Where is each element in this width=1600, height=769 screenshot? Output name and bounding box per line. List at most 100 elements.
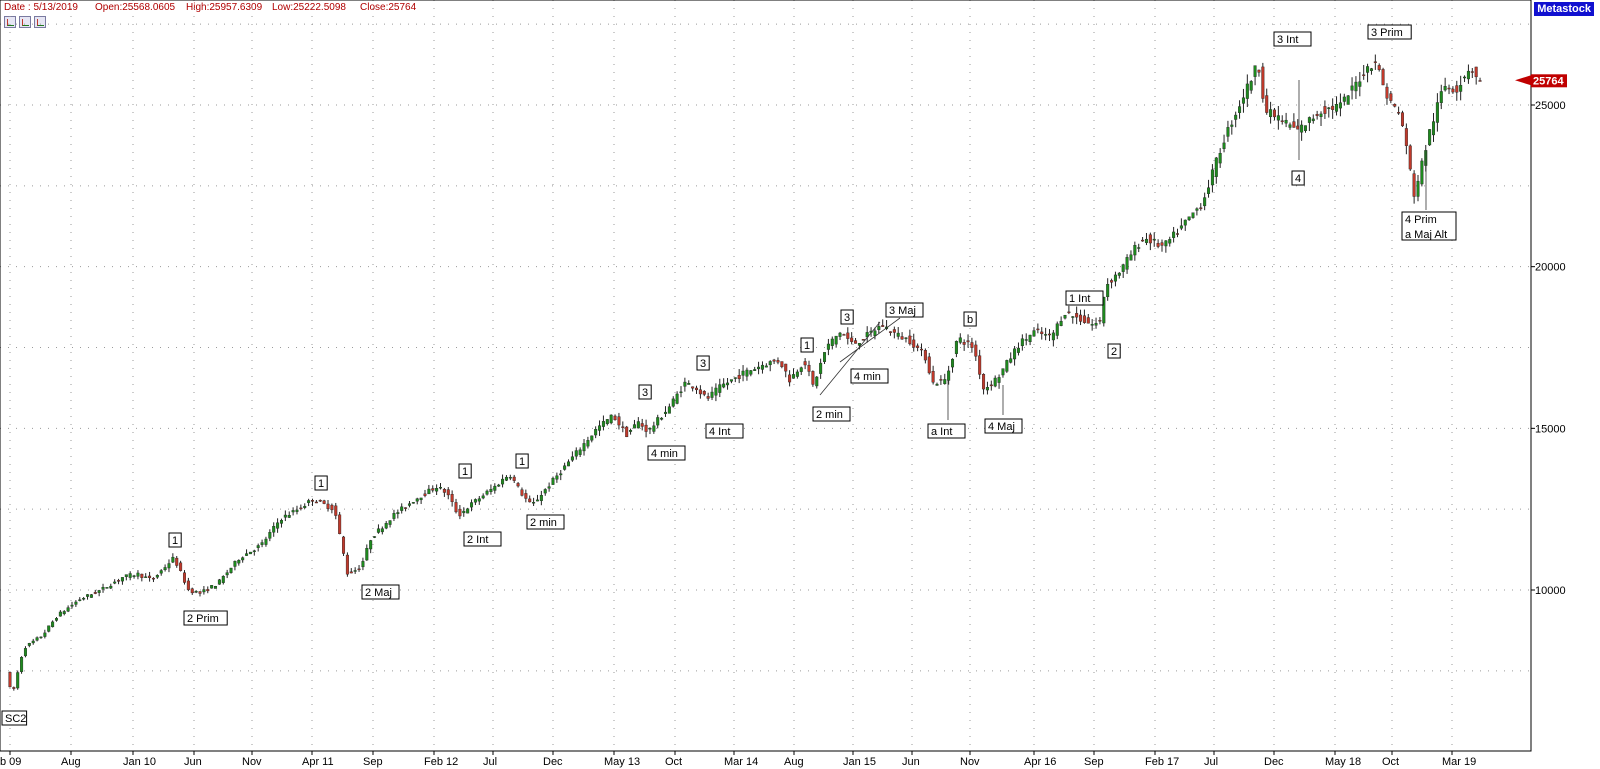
candle-body xyxy=(714,387,718,396)
candle-body xyxy=(1230,124,1234,127)
candle-body xyxy=(407,503,411,506)
candle-body xyxy=(1179,225,1183,229)
candle-body xyxy=(547,486,551,489)
candle-body xyxy=(912,339,916,348)
candle-body xyxy=(1335,104,1339,112)
chart-tool-icon[interactable] xyxy=(19,16,31,28)
wave-label-box xyxy=(1291,170,1305,186)
wave-label-box xyxy=(361,584,400,600)
candle-body xyxy=(652,425,656,432)
candle-body xyxy=(237,559,241,564)
wave-label: 1 xyxy=(172,535,178,547)
candle-body xyxy=(1226,127,1230,137)
y-tick-label: 20000 xyxy=(1535,262,1566,274)
candle-body xyxy=(252,550,256,552)
candle-body xyxy=(210,585,214,589)
wave-label-box xyxy=(885,302,924,318)
wave-label-box xyxy=(1065,290,1104,306)
candle-body xyxy=(757,366,761,370)
last-price-arrow xyxy=(1515,75,1531,86)
candle-body xyxy=(1385,86,1389,99)
candle-body xyxy=(1102,296,1106,324)
candle-body xyxy=(799,367,803,372)
wave-label-box xyxy=(1,710,28,726)
x-tick-label: Aug xyxy=(61,756,81,768)
candle-body xyxy=(217,579,221,585)
x-tick-label: Jan 15 xyxy=(843,756,876,768)
candle-body xyxy=(310,500,314,502)
candle-body xyxy=(927,356,931,374)
candle-body xyxy=(772,359,776,362)
candle-body xyxy=(477,498,481,502)
x-tick-label: Dec xyxy=(1264,756,1284,768)
candle-body xyxy=(384,523,388,529)
candle-body xyxy=(1311,118,1315,122)
x-tick-label: Mar 19 xyxy=(1442,756,1476,768)
candle-body xyxy=(466,508,470,514)
candle-body xyxy=(892,329,896,333)
candle-body xyxy=(283,514,287,518)
candle-body xyxy=(1183,219,1187,226)
candle-body xyxy=(124,574,128,577)
candle-body xyxy=(1362,74,1366,76)
candle-body xyxy=(1191,212,1195,218)
candle-body xyxy=(508,477,512,479)
x-tick-label: May 18 xyxy=(1325,756,1361,768)
candle-body xyxy=(768,361,772,366)
x-tick-label: Feb 12 xyxy=(424,756,458,768)
candle-body xyxy=(1210,169,1214,186)
last-price-marker: 25764 xyxy=(1515,74,1567,88)
candle-body xyxy=(361,561,365,568)
candle-body xyxy=(881,325,885,327)
wave-label: b xyxy=(967,314,973,326)
candle-body xyxy=(396,512,400,515)
candle-body xyxy=(481,495,485,499)
candle-body xyxy=(598,425,602,431)
candle-body xyxy=(260,542,264,545)
candle-body xyxy=(318,500,322,502)
candle-body xyxy=(20,657,24,672)
candle-body xyxy=(128,573,132,578)
candle-body xyxy=(186,580,190,590)
x-tick-label: Jul xyxy=(1204,756,1218,768)
candle-body xyxy=(970,342,974,348)
x-tick-label: Jun xyxy=(902,756,920,768)
candle-body xyxy=(947,370,951,381)
candle-body xyxy=(1350,85,1354,91)
candle-body xyxy=(446,489,450,496)
candle-body xyxy=(795,371,799,377)
wave-label-box xyxy=(1273,31,1312,47)
candle-body xyxy=(415,498,419,502)
wave-label: 3 Maj xyxy=(889,305,916,317)
wave-label: 3 Int xyxy=(1277,34,1298,46)
candle-body xyxy=(16,672,20,689)
candle-body xyxy=(1148,234,1152,244)
candle-body xyxy=(1397,112,1401,114)
candle-body xyxy=(951,358,955,368)
candle-body xyxy=(93,592,97,594)
wave-label-box xyxy=(647,445,686,461)
candle-body xyxy=(1253,65,1257,77)
candle-body xyxy=(675,393,679,404)
candle-body xyxy=(454,502,458,513)
candle-body xyxy=(326,503,330,509)
candle-body xyxy=(504,476,508,481)
candle-body xyxy=(764,365,768,368)
candle-body xyxy=(1086,317,1090,324)
candle-body xyxy=(376,528,380,533)
candle-body xyxy=(1234,114,1238,120)
low-readout: Low:25222.5098 xyxy=(272,2,346,13)
x-tick-label: Oct xyxy=(1382,756,1399,768)
last-price-box xyxy=(1531,74,1567,88)
candle-body xyxy=(993,377,997,387)
wave-label: 1 xyxy=(462,466,468,478)
candle-body xyxy=(276,522,280,529)
candle-body xyxy=(1428,129,1432,146)
candle-body xyxy=(380,528,384,533)
candle-body xyxy=(1284,119,1288,124)
chart-tool-icon[interactable] xyxy=(34,16,46,28)
candle-body xyxy=(1110,280,1114,283)
x-tick-label: Nov xyxy=(242,756,262,768)
candle-body xyxy=(1028,334,1032,343)
